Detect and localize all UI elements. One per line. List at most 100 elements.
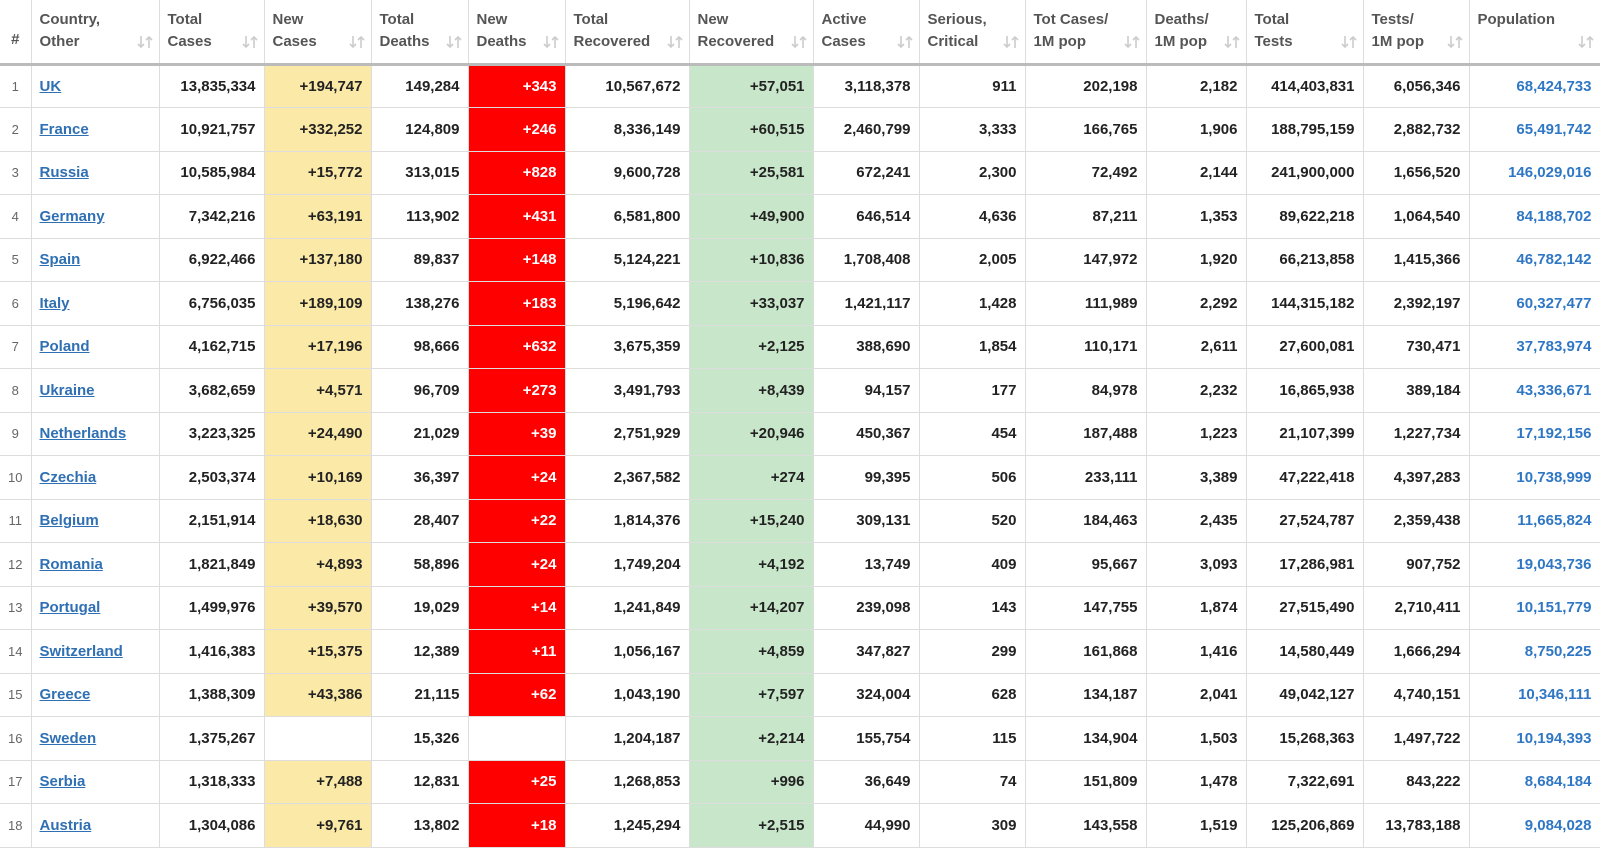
cell-value: 49,042,127 [1279,686,1355,704]
cell-value: 87,211 [1092,207,1138,225]
cell-value: +10,169 [307,468,363,486]
cell-value: 27,600,081 [1279,338,1355,356]
cell-value: 155,754 [856,729,911,747]
population-link[interactable]: 43,336,671 [1516,381,1592,399]
column-header[interactable]: Total Cases [159,0,265,66]
cell-value: 17,286,981 [1279,555,1355,573]
table-cell: 149,284 [371,64,469,108]
table-cell: 98,666 [371,325,469,369]
cell-value: 134,904 [1083,729,1138,747]
column-header[interactable]: Population [1469,0,1600,66]
table-cell: 143 [919,586,1026,630]
table-cell: 241,900,000 [1246,151,1364,195]
population-link[interactable]: 60,327,477 [1516,294,1592,312]
country-link[interactable]: Belgium [39,512,99,530]
cell-value: +7,597 [758,686,805,704]
country-link[interactable]: Serbia [39,773,86,791]
column-header[interactable]: New Deaths [468,0,566,66]
table-cell: 347,827 [813,629,920,674]
table-cell: 1,656,520 [1363,151,1470,195]
table-cell: 47,222,418 [1246,455,1364,500]
population-link[interactable]: 8,684,184 [1524,773,1592,791]
country-link[interactable]: Russia [39,164,89,182]
population-link[interactable]: 17,192,156 [1516,425,1592,443]
population-link[interactable]: 37,783,974 [1516,338,1592,356]
population-link[interactable]: 10,346,111 [1518,686,1592,704]
population-link[interactable]: 146,029,016 [1508,164,1592,182]
column-header[interactable]: Country, Other [31,0,160,66]
table-cell: 4,636 [919,194,1026,239]
column-header[interactable]: Serious, Critical [919,0,1026,66]
table-cell: +332,252 [264,107,372,152]
header-text: New Recovered [690,0,813,53]
table-cell: 1,749,204 [565,542,690,587]
table-cell: 628 [919,673,1026,717]
population-link[interactable]: 84,188,702 [1516,207,1592,225]
cell-value: 1,428 [978,294,1017,312]
column-header[interactable]: Active Cases [813,0,920,66]
country-link[interactable]: Portugal [39,599,101,617]
cell-value: 9 [11,426,19,442]
cell-value: 27,524,787 [1279,512,1355,530]
sort-icon [241,35,258,48]
population-link[interactable]: 8,750,225 [1524,642,1592,660]
country-link[interactable]: Austria [39,816,92,834]
cell-value: +194,747 [299,77,363,95]
population-link[interactable]: 11,665,824 [1517,512,1592,530]
table-cell: 12,831 [371,760,469,804]
table-cell: 520 [919,499,1026,543]
population-link[interactable]: 68,424,733 [1516,77,1592,95]
table-cell: 506 [919,455,1026,500]
cell-value: 3,223,325 [188,425,256,443]
column-header[interactable]: Tot Cases/1M pop [1025,0,1147,66]
population-link[interactable]: 65,491,742 [1516,120,1592,138]
country-link[interactable]: Romania [39,555,103,573]
country-link[interactable]: Switzerland [39,642,123,660]
country-link[interactable]: Germany [39,207,105,225]
population-link[interactable]: 19,043,736 [1516,555,1592,573]
cell-value: 3,491,793 [613,381,681,399]
table-cell: +18 [468,803,566,848]
country-link[interactable]: Ukraine [39,381,95,399]
table-cell: 17,286,981 [1246,542,1364,587]
population-link[interactable]: 10,738,999 [1516,468,1592,486]
population-link[interactable]: 10,151,779 [1516,599,1592,617]
column-header[interactable]: New Cases [264,0,372,66]
country-link[interactable]: Czechia [39,468,97,486]
country-link[interactable]: Italy [39,294,70,312]
table-cell: 646,514 [813,194,920,239]
population-link[interactable]: 46,782,142 [1516,251,1592,269]
table-cell: France [31,107,160,152]
table-cell: 49,042,127 [1246,673,1364,717]
column-header[interactable]: New Recovered [689,0,814,66]
table-cell: 19,029 [371,586,469,630]
cell-value: 1,415,366 [1393,251,1461,269]
column-header[interactable]: Total Deaths [371,0,469,66]
country-link[interactable]: Netherlands [39,425,127,443]
table-cell: 1,056,167 [565,629,690,674]
country-link[interactable]: Poland [39,338,90,356]
cell-value: 113,902 [406,207,460,225]
population-link[interactable]: 10,194,393 [1516,729,1592,747]
column-header[interactable]: Deaths/1M pop [1146,0,1247,66]
table-cell: 60,327,477 [1469,281,1600,326]
country-link[interactable]: UK [39,77,62,95]
table-cell: 309 [919,803,1026,848]
country-link[interactable]: Sweden [39,729,97,747]
column-header[interactable]: Total Tests [1246,0,1364,66]
cell-value: +4,893 [316,555,363,573]
cell-value: 66,213,858 [1279,251,1355,269]
column-header[interactable]: Tests/1M pop [1363,0,1470,66]
table-cell: 8,750,225 [1469,629,1600,674]
column-header[interactable]: Total Recovered [565,0,690,66]
cell-value: +10,836 [749,251,805,269]
cell-value: 1,478 [1199,773,1238,791]
country-link[interactable]: Spain [39,251,81,269]
table-cell: 10,346,111 [1469,673,1600,717]
cell-value: 1,227,734 [1393,425,1461,443]
population-link[interactable]: 9,084,028 [1524,816,1592,834]
cell-value: 6,756,035 [188,294,256,312]
cell-value: 144,315,182 [1271,294,1355,312]
country-link[interactable]: Greece [39,686,91,704]
country-link[interactable]: France [39,120,89,138]
